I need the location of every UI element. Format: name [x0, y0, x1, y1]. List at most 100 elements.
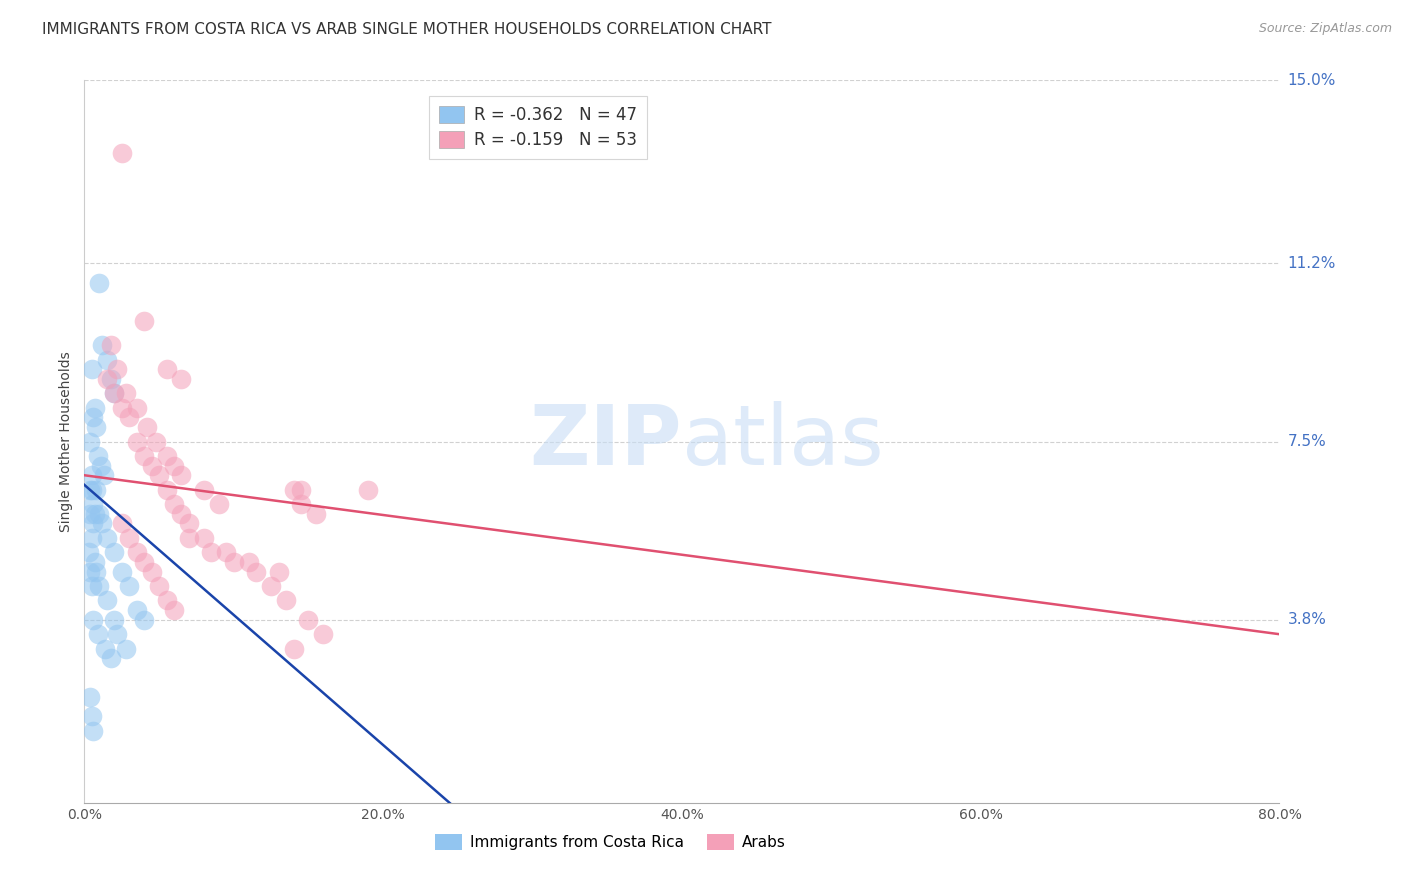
Point [93, 468, 115, 483]
Point [141, 458, 163, 473]
Point [115, 641, 138, 656]
Point [118, 410, 141, 425]
Point [111, 516, 134, 531]
Point [132, 314, 156, 328]
Point [103, 613, 125, 627]
Point [82, 497, 104, 511]
Point [80, 362, 103, 376]
Point [80, 483, 103, 497]
Point [115, 386, 138, 401]
Point [94, 641, 117, 656]
Point [245, 565, 267, 579]
Point [200, 545, 222, 559]
Point [91, 516, 114, 531]
Point [290, 497, 312, 511]
Point [96, 593, 118, 607]
Point [89, 507, 111, 521]
Point [118, 579, 141, 593]
Point [100, 651, 122, 665]
Point [86, 420, 108, 434]
Point [89, 276, 111, 290]
Point [177, 531, 200, 545]
Point [103, 386, 125, 401]
Point [86, 565, 108, 579]
Text: ZIP: ZIP [530, 401, 682, 482]
Point [222, 555, 245, 569]
Point [125, 434, 148, 449]
Point [77, 545, 100, 559]
Point [103, 386, 125, 401]
Point [215, 545, 238, 559]
Point [193, 483, 215, 497]
Point [111, 145, 134, 160]
Point [132, 613, 156, 627]
Y-axis label: Single Mother Households: Single Mother Households [59, 351, 73, 532]
Point [125, 401, 148, 415]
Text: Source: ZipAtlas.com: Source: ZipAtlas.com [1258, 22, 1392, 36]
Point [155, 362, 177, 376]
Point [79, 434, 101, 449]
Point [82, 516, 104, 531]
Point [83, 555, 105, 569]
Point [170, 372, 193, 386]
Point [274, 593, 297, 607]
Point [208, 497, 231, 511]
Point [238, 555, 260, 569]
Point [312, 627, 335, 641]
Point [103, 545, 125, 559]
Point [80, 709, 103, 723]
Point [79, 507, 101, 521]
Point [100, 372, 122, 386]
Point [283, 483, 305, 497]
Point [87, 627, 110, 641]
Point [96, 531, 118, 545]
Point [136, 420, 159, 434]
Point [96, 352, 118, 367]
Point [87, 449, 110, 463]
Point [91, 338, 114, 352]
Point [132, 449, 156, 463]
Point [111, 565, 134, 579]
Point [267, 565, 290, 579]
Point [82, 410, 104, 425]
Point [357, 483, 380, 497]
Point [155, 593, 177, 607]
Text: 15.0%: 15.0% [1288, 73, 1336, 87]
Point [83, 401, 105, 415]
Point [105, 362, 128, 376]
Point [100, 338, 122, 352]
Point [79, 690, 101, 704]
Point [105, 627, 128, 641]
Point [148, 468, 170, 483]
Point [83, 507, 105, 521]
Point [80, 468, 103, 483]
Text: 7.5%: 7.5% [1288, 434, 1326, 449]
Point [193, 531, 215, 545]
Point [177, 516, 200, 531]
Point [89, 579, 111, 593]
Point [163, 497, 186, 511]
Point [141, 565, 163, 579]
Point [80, 579, 103, 593]
Point [96, 372, 118, 386]
Point [297, 613, 319, 627]
Point [163, 603, 186, 617]
Point [79, 483, 101, 497]
Point [82, 613, 104, 627]
Point [118, 531, 141, 545]
Text: IMMIGRANTS FROM COSTA RICA VS ARAB SINGLE MOTHER HOUSEHOLDS CORRELATION CHART: IMMIGRANTS FROM COSTA RICA VS ARAB SINGL… [42, 22, 772, 37]
Point [145, 434, 167, 449]
Point [148, 579, 170, 593]
Point [290, 483, 312, 497]
Point [86, 483, 108, 497]
Text: 11.2%: 11.2% [1288, 256, 1336, 271]
Point [163, 458, 186, 473]
Point [155, 483, 177, 497]
Point [155, 449, 177, 463]
Point [170, 507, 193, 521]
Point [79, 565, 101, 579]
Point [170, 468, 193, 483]
Text: 3.8%: 3.8% [1288, 612, 1327, 627]
Point [305, 507, 328, 521]
Point [82, 723, 104, 738]
